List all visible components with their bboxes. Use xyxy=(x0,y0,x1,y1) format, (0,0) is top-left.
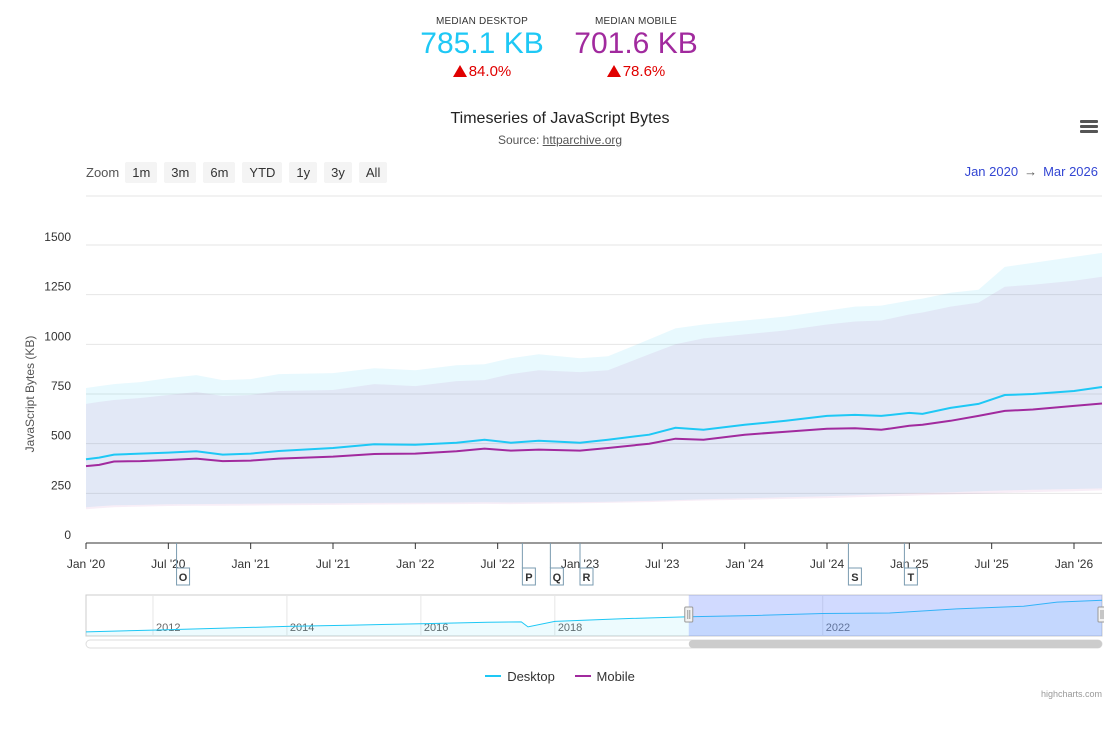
x-tick-label: Jul '20 xyxy=(151,557,186,571)
x-tick-label: Jan '25 xyxy=(890,557,929,571)
kpi-mobile-label: MEDIAN MOBILE xyxy=(594,16,678,27)
range-from[interactable]: Jan 2020 xyxy=(964,164,1019,179)
navigator-area xyxy=(86,600,1102,636)
chart-subtitle: Source: httparchive.org xyxy=(0,133,1104,147)
x-tick-label: Jan '21 xyxy=(232,557,271,571)
flag-p[interactable]: P xyxy=(521,543,536,586)
kpi-mobile-change-value: 78.6% xyxy=(622,63,666,80)
scrollbar-thumb[interactable] xyxy=(688,640,1102,648)
flag-box xyxy=(549,567,564,586)
navigator-line xyxy=(85,599,1103,633)
zoom-button-1m[interactable]: 1m xyxy=(125,162,158,183)
y-tick-label: 1000 xyxy=(44,329,71,343)
zoom-button-all[interactable]: All xyxy=(358,162,388,183)
zoom-label: Zoom xyxy=(86,165,120,180)
legend-swatch-desktop xyxy=(485,675,502,677)
kpi-desktop-value: 785.1 KB xyxy=(420,27,544,60)
x-tick-label: Jan '20 xyxy=(67,557,106,571)
flag-q[interactable]: Q xyxy=(549,543,564,586)
y-tick-label: 250 xyxy=(51,478,71,492)
zoom-button-3y[interactable]: 3y xyxy=(324,162,352,183)
kpi-desktop-change-value: 84.0% xyxy=(468,63,512,80)
navigator-year-label: 2012 xyxy=(156,622,180,634)
x-tick-label: Jan '22 xyxy=(396,557,435,571)
kpi-median-mobile: MEDIAN MOBILE 701.6 KB 78.6% xyxy=(566,16,706,80)
navigator-selection[interactable] xyxy=(688,595,1102,636)
navigator-handle-left[interactable] xyxy=(684,606,694,623)
y-axis-title: JavaScript Bytes (KB) xyxy=(23,336,37,453)
flag-label: R xyxy=(583,572,591,584)
y-tick-label: 1250 xyxy=(44,280,71,294)
x-tick-label: Jul '23 xyxy=(645,557,680,571)
flag-box xyxy=(521,567,536,586)
zoom-button-ytd[interactable]: YTD xyxy=(242,162,283,183)
source-link[interactable]: httparchive.org xyxy=(542,133,623,147)
flag-box xyxy=(176,567,191,586)
scrollbar-track xyxy=(85,639,1103,649)
hamburger-menu-icon[interactable] xyxy=(1080,120,1098,134)
flag-o[interactable]: O xyxy=(176,543,191,586)
kpi-mobile-value: 701.6 KB xyxy=(574,27,698,60)
credits[interactable]: highcharts.com xyxy=(1040,689,1102,699)
zoom-button-1y[interactable]: 1y xyxy=(289,162,318,183)
x-tick-label: Jan '26 xyxy=(1055,557,1094,571)
navigator-year-label: 2016 xyxy=(424,622,448,634)
zoom-button-3m[interactable]: 3m xyxy=(164,162,197,183)
date-range: Jan 2020 → Mar 2026 xyxy=(965,164,1098,179)
triangle-up-icon xyxy=(606,65,621,77)
flag-t[interactable]: T xyxy=(903,543,918,586)
legend: Desktop Mobile xyxy=(0,665,1104,684)
flag-label: P xyxy=(525,572,532,584)
triangle-up-icon xyxy=(452,65,467,77)
legend-item-mobile[interactable]: Mobile xyxy=(574,668,635,684)
flag-box xyxy=(847,567,862,586)
zoom-button-6m[interactable]: 6m xyxy=(203,162,236,183)
x-tick-label: Jul '24 xyxy=(810,557,845,571)
band-desktop xyxy=(86,252,1102,508)
x-tick-label: Jan '24 xyxy=(726,557,765,571)
flag-label: S xyxy=(851,572,858,584)
flag-label: T xyxy=(908,572,915,584)
x-tick-label: Jan '23 xyxy=(561,557,600,571)
kpi-median-desktop: MEDIAN DESKTOP 785.1 KB 84.0% xyxy=(412,16,552,80)
navigator-frame xyxy=(85,594,1103,637)
zoom-toolbar: Zoom 1m 3m 6m YTD 1y 3y All xyxy=(86,162,394,183)
y-tick-label: 750 xyxy=(51,379,71,393)
kpi-desktop-label: MEDIAN DESKTOP xyxy=(435,16,529,27)
legend-label-desktop: Desktop xyxy=(507,668,555,684)
legend-label-mobile: Mobile xyxy=(596,668,635,684)
flag-box xyxy=(579,567,594,586)
navigator-year-label: 2018 xyxy=(558,622,582,634)
legend-swatch-mobile xyxy=(574,675,591,677)
navigator-handle-right[interactable] xyxy=(1097,606,1104,623)
x-tick-label: Jul '22 xyxy=(481,557,516,571)
chart-title: Timeseries of JavaScript Bytes xyxy=(450,110,670,127)
series-line-mobile xyxy=(85,402,1103,468)
flag-r[interactable]: R xyxy=(579,543,594,586)
y-tick-label: 500 xyxy=(51,429,71,443)
kpi-mobile-change: 78.6% xyxy=(566,63,706,80)
navigator-year-label: 2014 xyxy=(290,622,314,634)
y-tick-label: 1500 xyxy=(44,230,71,244)
x-tick-label: Jul '25 xyxy=(975,557,1010,571)
source-prefix: Source: xyxy=(497,133,543,147)
range-to[interactable]: Mar 2026 xyxy=(1043,164,1098,179)
x-tick-label: Jul '21 xyxy=(316,557,351,571)
arrow-right-icon: → xyxy=(1024,164,1038,179)
legend-item-desktop[interactable]: Desktop xyxy=(485,669,555,684)
flag-label: Q xyxy=(553,572,562,584)
band-mobile xyxy=(86,276,1102,510)
flag-box xyxy=(903,567,918,586)
flag-s[interactable]: S xyxy=(847,543,862,586)
navigator-year-label: 2022 xyxy=(826,622,850,634)
flag-label: O xyxy=(179,572,188,584)
kpi-desktop-change: 84.0% xyxy=(412,63,552,80)
series-line-desktop xyxy=(85,386,1103,461)
y-tick-label: 0 xyxy=(64,528,71,542)
